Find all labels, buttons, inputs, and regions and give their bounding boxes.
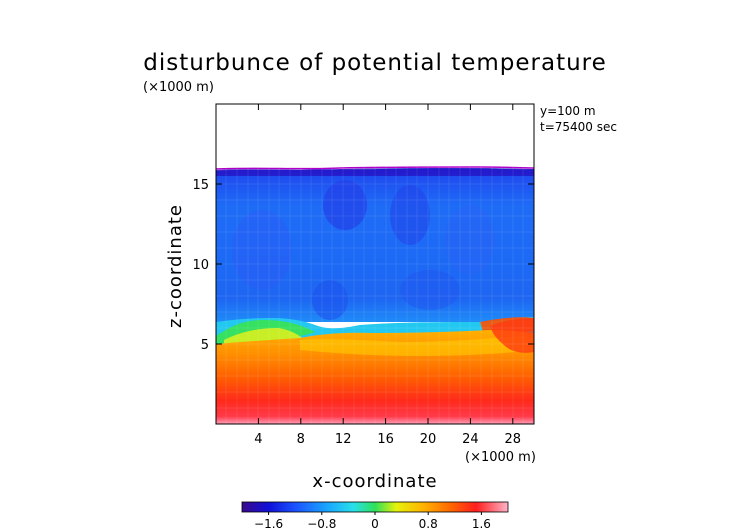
y-tick-label: 15 <box>192 178 209 193</box>
colorbar-tick-label: −0.8 <box>307 517 336 531</box>
y-axis-label: z-coordinate <box>165 204 186 328</box>
x-tick-label: 8 <box>297 432 305 447</box>
y-axis: 5 10 15 <box>192 178 534 353</box>
x-tick-label: 4 <box>254 432 262 447</box>
y-tick-label: 10 <box>192 258 209 273</box>
y-tick-label: 5 <box>201 338 209 353</box>
annotation-t: t=75400 sec <box>540 120 617 134</box>
chart-title: disturbunce of potential temperature <box>143 50 607 76</box>
title-scale-note: (×1000 m) <box>143 80 214 95</box>
colorbar-tick-label: 1.6 <box>472 517 491 531</box>
heatmap-field <box>216 104 534 424</box>
colorbar-ticks: −1.6 −0.8 0 0.8 1.6 <box>254 512 491 531</box>
x-axis-label: x-coordinate <box>312 471 437 492</box>
colorbar <box>241 501 509 513</box>
colorbar-tick-label: −1.6 <box>254 517 283 531</box>
colorbar-tick-label: 0 <box>371 517 379 531</box>
x-axis-unit: (×1000 m) <box>465 450 536 465</box>
x-tick-label: 16 <box>377 432 394 447</box>
x-tick-label: 28 <box>505 432 522 447</box>
x-tick-label: 12 <box>335 432 352 447</box>
x-tick-label: 24 <box>462 432 479 447</box>
x-axis: 4 8 12 16 20 24 28 <box>254 104 521 447</box>
x-tick-label: 20 <box>420 432 437 447</box>
annotation-y: y=100 m <box>540 104 596 118</box>
colorbar-tick-label: 0.8 <box>419 517 438 531</box>
